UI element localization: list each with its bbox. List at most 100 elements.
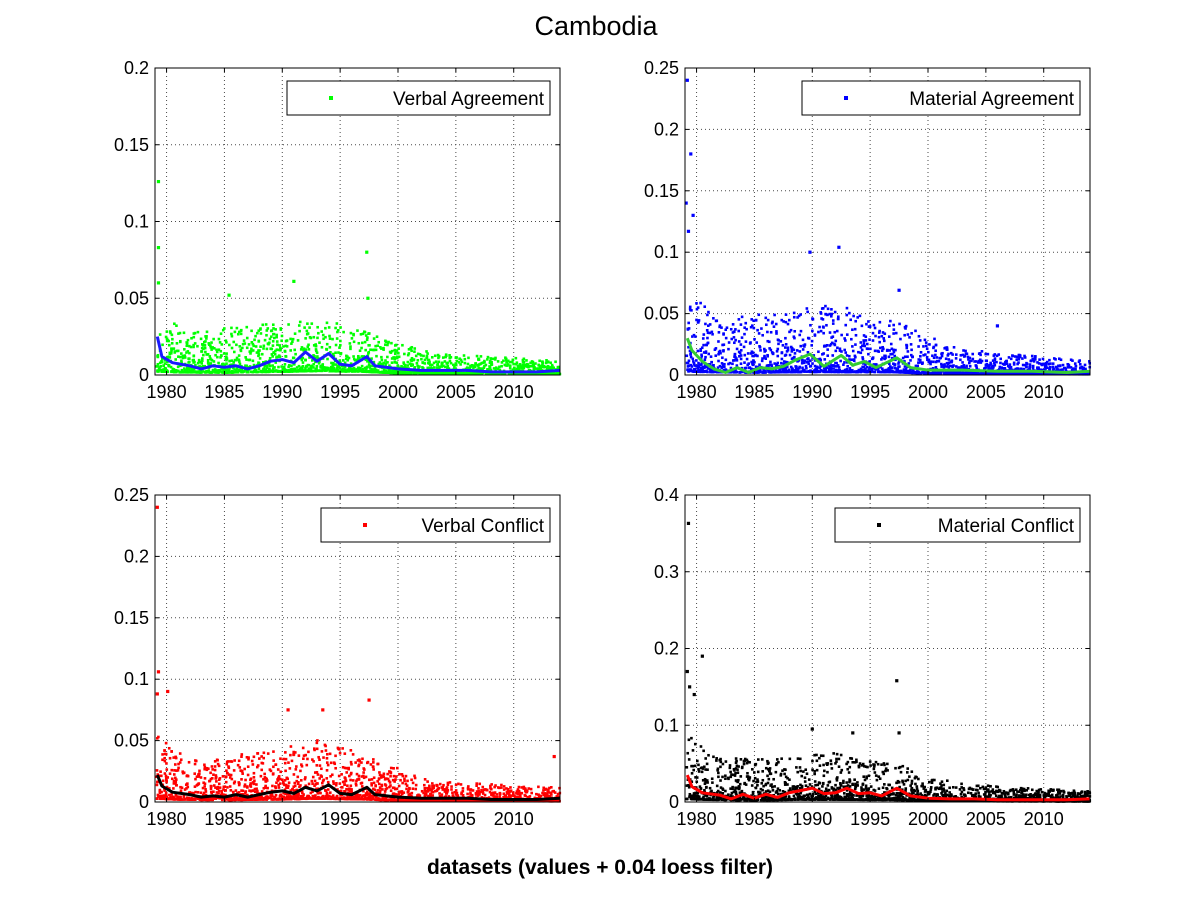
- data-point: [942, 365, 946, 369]
- data-point: [557, 365, 561, 369]
- data-point: [320, 330, 323, 333]
- data-point: [1054, 365, 1058, 369]
- data-point: [538, 372, 542, 375]
- data-point: [778, 368, 782, 372]
- data-point: [302, 369, 305, 373]
- data-point: [378, 363, 381, 366]
- data-point: [371, 370, 375, 374]
- data-point: [225, 352, 228, 355]
- x-tick-label: 2000: [378, 382, 418, 402]
- data-point: [1017, 361, 1020, 364]
- data-point: [840, 333, 843, 337]
- data-point: [541, 360, 544, 364]
- data-point: [1048, 358, 1051, 362]
- data-point: [784, 353, 788, 357]
- data-point: [711, 364, 714, 367]
- data-point: [339, 370, 343, 373]
- data-point: [949, 370, 953, 374]
- data-point: [331, 367, 335, 370]
- data-point: [421, 361, 424, 364]
- data-point: [445, 362, 449, 365]
- data-point: [827, 367, 831, 371]
- data-point: [955, 365, 958, 368]
- data-point: [264, 368, 268, 371]
- data-point: [1033, 356, 1037, 360]
- data-point: [489, 784, 492, 788]
- data-point: [862, 334, 866, 337]
- data-point: [489, 357, 493, 361]
- data-point: [194, 363, 197, 367]
- data-point: [200, 346, 204, 350]
- data-point: [421, 371, 425, 375]
- data-point: [460, 792, 463, 796]
- data-point: [280, 339, 283, 343]
- data-point: [316, 355, 319, 358]
- data-point: [447, 799, 451, 803]
- data-point: [230, 326, 233, 330]
- data-point: [264, 323, 268, 326]
- data-point: [178, 340, 182, 344]
- data-point: [790, 370, 793, 374]
- data-point: [1043, 365, 1047, 369]
- data-point: [480, 788, 483, 792]
- data-point: [881, 367, 884, 371]
- data-point: [472, 366, 475, 370]
- data-point: [772, 325, 776, 328]
- data-point: [344, 370, 348, 373]
- data-point: [295, 366, 299, 369]
- data-point: [688, 349, 692, 353]
- data-point: [315, 349, 318, 353]
- data-point: [350, 337, 354, 340]
- data-point: [160, 790, 163, 794]
- data-point: [750, 318, 754, 321]
- data-point: [803, 343, 807, 346]
- data-point: [473, 365, 476, 368]
- data-point: [389, 784, 392, 787]
- data-point: [314, 344, 318, 348]
- data-point: [366, 296, 370, 300]
- data-point: [701, 365, 705, 369]
- data-point: [780, 357, 784, 361]
- data-point: [406, 371, 409, 375]
- data-point: [906, 371, 910, 374]
- data-point: [214, 777, 218, 780]
- data-point: [968, 356, 972, 360]
- data-point: [268, 364, 272, 368]
- data-point: [328, 791, 332, 794]
- data-point: [297, 364, 301, 368]
- data-point: [326, 752, 329, 756]
- data-point: [1063, 366, 1067, 370]
- data-point: [355, 779, 358, 783]
- legend: Verbal Agreement: [286, 80, 551, 116]
- data-point: [696, 366, 700, 370]
- data-point: [916, 364, 920, 368]
- data-point: [956, 370, 959, 374]
- data-point: [249, 350, 253, 353]
- data-point: [546, 364, 550, 368]
- data-point: [1011, 354, 1015, 358]
- data-point: [271, 364, 274, 367]
- data-point: [868, 367, 871, 370]
- data-point: [284, 354, 287, 358]
- data-point: [870, 367, 874, 371]
- data-point: [395, 361, 399, 365]
- data-point: [708, 367, 712, 371]
- data-point: [1034, 355, 1037, 358]
- data-point: [443, 365, 447, 369]
- data-point: [206, 353, 210, 356]
- data-point: [316, 336, 319, 340]
- data-point: [769, 330, 773, 334]
- data-point: [490, 360, 493, 364]
- data-point: [208, 371, 212, 374]
- data-point: [752, 326, 756, 330]
- data-point: [361, 341, 364, 345]
- data-point: [460, 791, 463, 795]
- data-point: [909, 353, 913, 357]
- data-point: [328, 337, 332, 340]
- data-point: [205, 337, 208, 340]
- data-point: [755, 371, 759, 374]
- data-point: [1015, 355, 1019, 359]
- data-point: [789, 365, 793, 369]
- data-point: [1019, 367, 1023, 371]
- data-point: [733, 353, 737, 357]
